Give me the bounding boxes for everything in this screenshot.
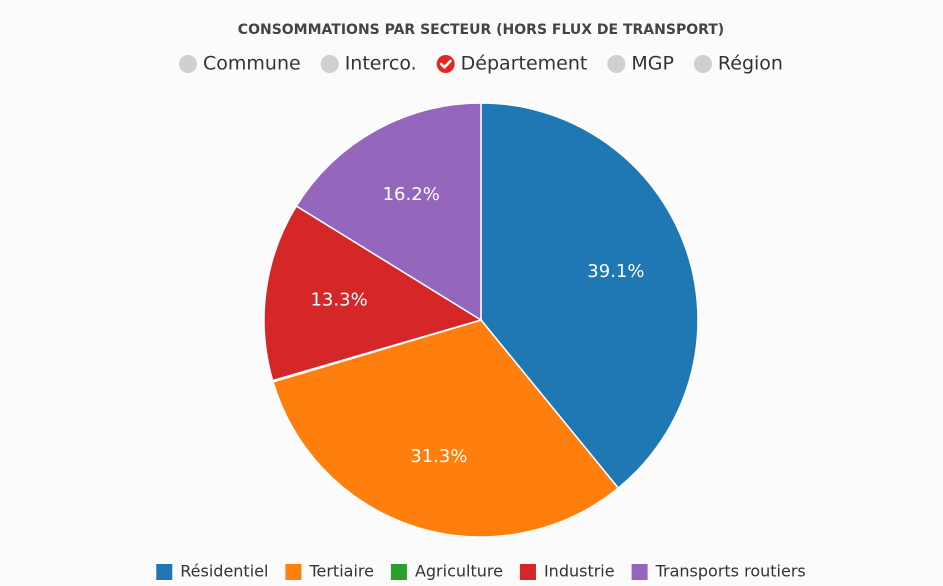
radio-checked[interactable] xyxy=(436,55,455,73)
legend-label: Tertiaire xyxy=(308,562,374,581)
data-label: 39.1% xyxy=(587,261,644,282)
radio[interactable] xyxy=(607,55,626,73)
legend-label: Industrie xyxy=(544,562,615,581)
legend-label: Agriculture xyxy=(415,562,503,581)
filter-label[interactable]: Interco. xyxy=(345,53,417,75)
legend-swatch xyxy=(519,564,536,580)
legend-label: Transports routiers xyxy=(655,562,806,581)
legend-item: Transports routiers xyxy=(631,562,806,581)
filter-option[interactable]: Département xyxy=(436,53,588,75)
check-icon[interactable] xyxy=(439,59,452,69)
filter-group: Commune Interco. Département MGP Région xyxy=(179,53,783,75)
radio[interactable] xyxy=(320,55,339,73)
filter-option[interactable]: Commune xyxy=(179,53,301,75)
legend-item: Agriculture xyxy=(390,562,503,581)
legend-swatch xyxy=(631,564,648,580)
filter-label[interactable]: Commune xyxy=(203,53,301,75)
legend-item: Tertiaire xyxy=(285,562,374,581)
legend: Résidentiel Tertiaire Agriculture Industrie… xyxy=(156,562,806,581)
filter-option[interactable]: Région xyxy=(693,53,783,75)
filter-label[interactable]: Région xyxy=(718,53,783,75)
chart-title: CONSOMMATIONS PAR SECTEUR (HORS FLUX DE … xyxy=(238,22,724,38)
pie-slice xyxy=(272,319,620,538)
legend-swatch xyxy=(285,564,302,580)
filter-option[interactable]: Interco. xyxy=(320,53,417,75)
legend-item: Résidentiel xyxy=(156,562,268,581)
filter-label[interactable]: Département xyxy=(461,53,588,75)
pie: 39.1% 31.3% 13.3% 16.2% xyxy=(263,102,699,538)
data-label: 13.3% xyxy=(310,290,367,311)
radio[interactable] xyxy=(179,55,198,73)
legend-swatch xyxy=(156,564,173,580)
filter-label[interactable]: MGP xyxy=(631,53,674,75)
pie-slice xyxy=(263,205,483,382)
filter-option[interactable]: MGP xyxy=(607,53,674,75)
data-label: 31.3% xyxy=(410,446,467,467)
legend-item: Industrie xyxy=(519,562,615,581)
radio[interactable] xyxy=(693,55,712,73)
legend-swatch xyxy=(390,564,407,580)
legend-label: Résidentiel xyxy=(180,562,268,581)
pie-slice xyxy=(480,102,699,490)
pie-slice xyxy=(295,102,482,322)
data-label: 16.2% xyxy=(383,184,440,205)
